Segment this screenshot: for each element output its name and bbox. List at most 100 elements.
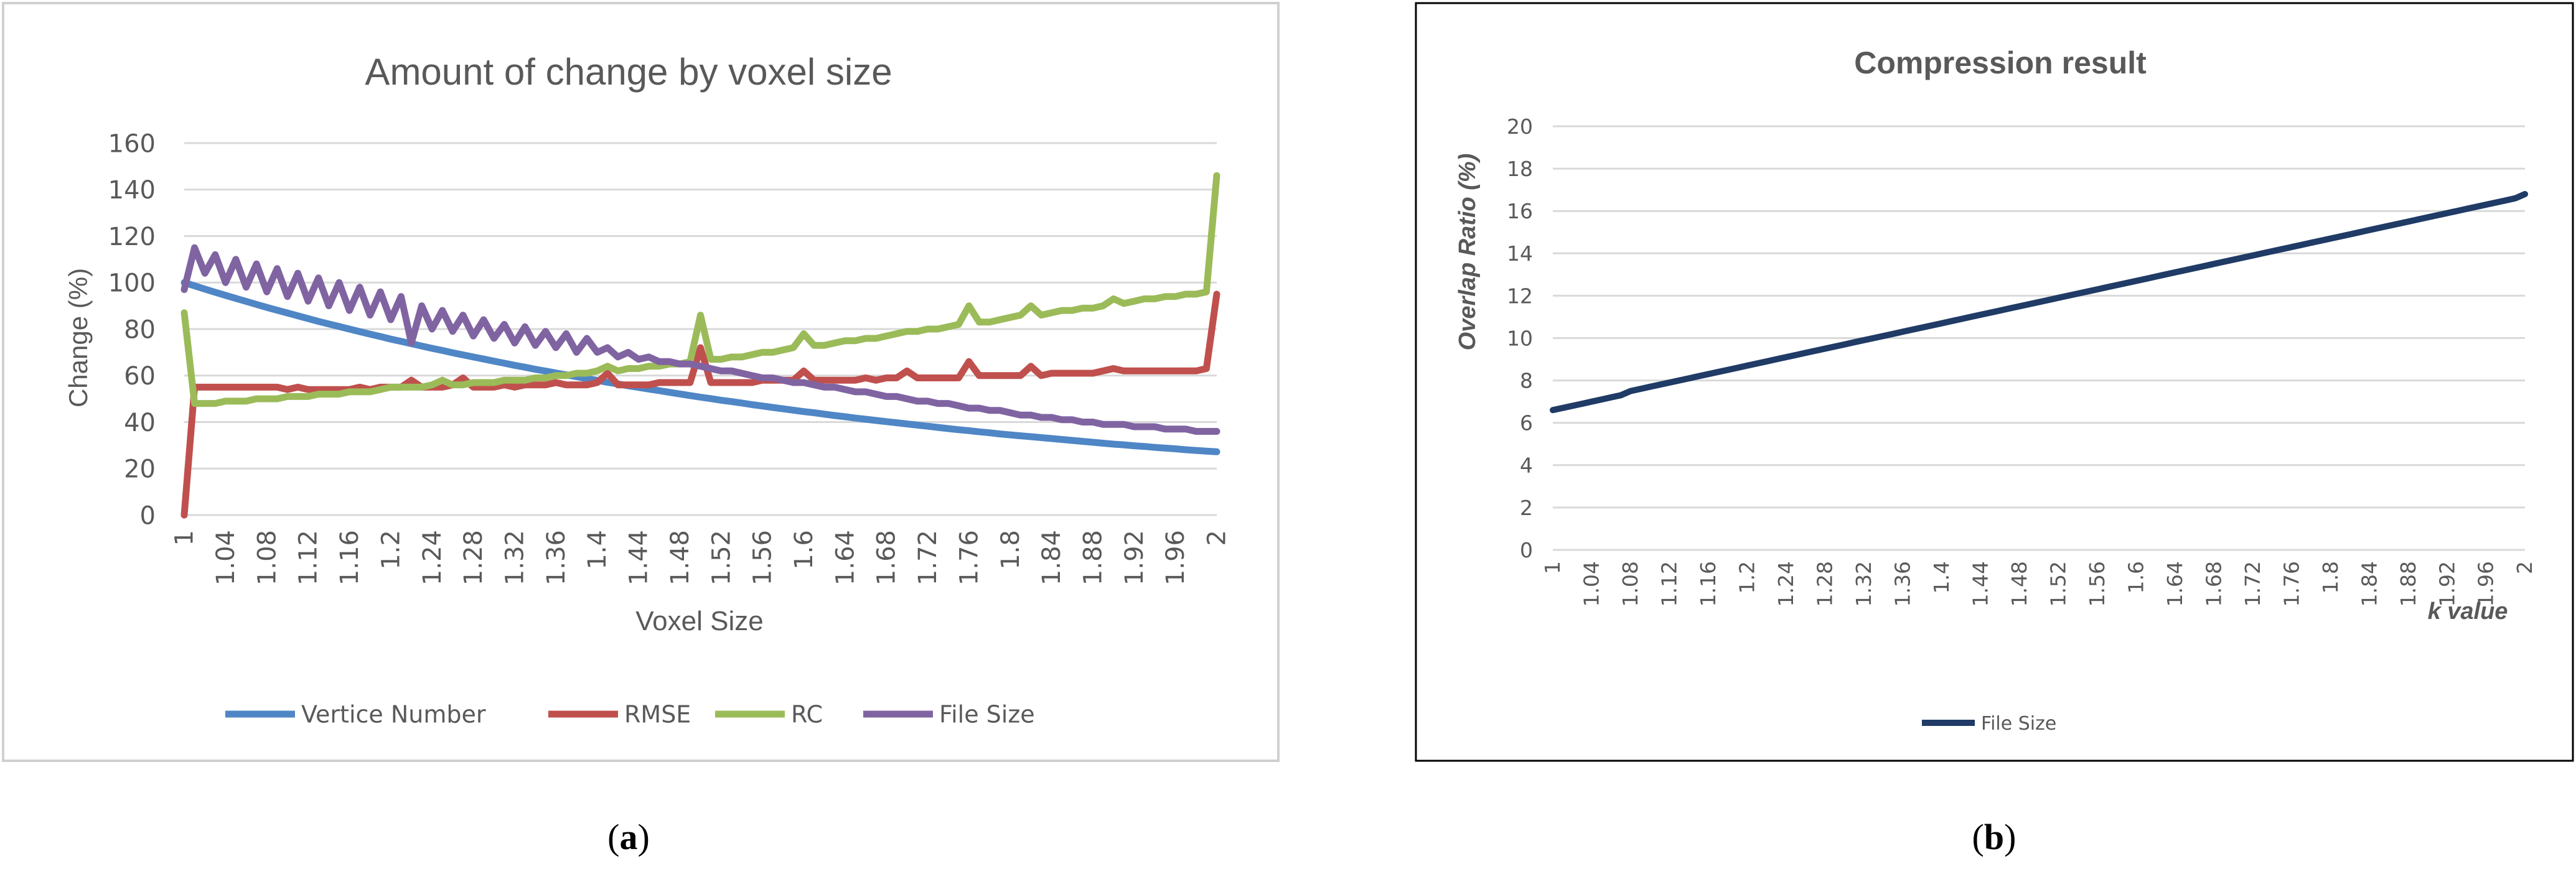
panel-a-y-axis-label: Change (%) (63, 268, 93, 407)
panel-a-x-tick-label: 1.4 (583, 530, 612, 570)
panel-b-x-tick-label: 1 (1540, 561, 1565, 574)
panel-a-caption: (a) (607, 817, 650, 857)
panel-b-x-tick-label: 1.44 (1969, 561, 1993, 606)
panel-b-y-tick-label: 4 (1520, 453, 1533, 478)
panel-a-series-vertice-number (180, 279, 1220, 455)
panel-b-x-tick-label: 1.76 (2279, 561, 2303, 606)
panel-b-y-tick-label: 18 (1507, 157, 1533, 181)
panel-a-x-tick-label: 1.2 (377, 530, 405, 570)
panel-a-legend: Vertice Number RMSE RC File Size (225, 701, 1035, 728)
panel-a-gridlines (184, 142, 1217, 516)
panel-b-x-tick-label: 1.52 (2046, 561, 2070, 606)
panel-a-title: Amount of change by voxel size (365, 51, 892, 93)
panel-b-x-tick-label: 1.88 (2396, 561, 2420, 606)
panel-b-y-tick-label: 10 (1507, 326, 1533, 350)
panel-b-x-tick-label: 1.04 (1580, 561, 1604, 606)
panel-a-x-tick-label: 1.04 (212, 530, 240, 585)
panel-b-x-tick-label: 1.92 (2435, 561, 2459, 606)
panel-a-y-tick-label: 60 (124, 362, 156, 391)
panel-b-y-tick-label: 8 (1520, 368, 1533, 393)
panel-b-x-tick-label: 1.72 (2241, 561, 2265, 606)
panel-b-x-tick-labels: 1 1.04 1.08 1.12 1.16 1.2 1.24 1.28 1.32 1.36 1.4 1… (1540, 561, 2537, 606)
panel-a-x-tick-label: 1.48 (666, 530, 695, 585)
panel-b-x-tick-label: 1.68 (2201, 561, 2226, 606)
svg-text:(a): (a) (607, 817, 650, 857)
panel-a-x-tick-label: 1.72 (914, 530, 942, 585)
panel-b-x-tick-label: 1.36 (1891, 561, 1915, 606)
panel-a-x-tick-label: 1.36 (542, 530, 571, 585)
panel-a-x-tick-label: 1.44 (625, 530, 653, 585)
panel-a-x-tick-labels: 1 1.04 1.08 1.12 1.16 1.2 1.24 1.28 1.32 1.36 1.4 1… (171, 530, 1232, 585)
panel-a-x-tick-label: 1.12 (294, 530, 323, 585)
panel-a-caption-letter: a (620, 817, 638, 857)
panel-b-y-axis-label: Overlap Ratio (%) (1454, 154, 1481, 351)
panel-b-gridlines (1553, 125, 2525, 551)
panel-a-series (180, 172, 1220, 519)
panel-a-x-tick-label: 1 (171, 530, 199, 546)
panel-a-x-tick-label: 2 (1203, 530, 1232, 546)
panel-a-x-tick-label: 1.92 (1120, 530, 1149, 585)
panel-a-x-tick-label: 1.84 (1037, 530, 1066, 585)
panel-b: Compression result 0 2 4 6 8 10 12 14 16 18 20 1 1.… (1415, 2, 2574, 762)
panel-a-y-tick-label: 80 (124, 315, 156, 344)
panel-a-x-tick-label: 1.52 (707, 530, 736, 585)
panel-b-y-tick-label: 2 (1520, 496, 1533, 520)
panel-a-x-tick-label: 1.24 (418, 530, 447, 585)
panel-b-y-tick-label: 20 (1507, 114, 1533, 139)
panel-b-x-tick-label: 1.96 (2474, 561, 2498, 606)
panel-b-y-tick-labels: 0 2 4 6 8 10 12 14 16 18 20 (1507, 114, 1533, 562)
panel-b-x-tick-label: 1.48 (2007, 561, 2031, 606)
panel-a-x-tick-label: 1.64 (831, 530, 859, 585)
panel-b-y-tick-label: 6 (1520, 411, 1533, 435)
panel-a-legend-label: RC (791, 701, 823, 728)
panel-b-x-tick-label: 1.24 (1774, 561, 1798, 606)
panel-a-x-tick-label: 1.16 (335, 530, 364, 585)
panel-b-x-tick-label: 1.32 (1852, 561, 1876, 606)
panel-a-y-tick-label: 120 (108, 223, 156, 251)
panel-b-x-tick-label: 1.6 (2124, 561, 2148, 593)
panel-b-series-file-size (1550, 191, 2528, 414)
panel-b-x-tick-label: 1.4 (1929, 561, 1954, 593)
panel-a-x-axis-label: Voxel Size (635, 606, 763, 636)
panel-b-series (1550, 191, 2528, 414)
panel-b-y-tick-label: 0 (1520, 538, 1533, 562)
panel-a-y-tick-labels: 0 20 40 60 80 100 120 140 160 (108, 129, 156, 530)
panel-b-legend: File Size (1922, 713, 2056, 735)
svg-text:(b): (b) (1972, 817, 2016, 857)
panel-b-x-tick-label: 1.12 (1657, 561, 1682, 606)
panel-a-x-tick-label: 1.6 (790, 530, 818, 570)
panel-a-y-tick-label: 140 (108, 176, 156, 205)
panel-a-legend-label: RMSE (624, 701, 691, 728)
panel-a-x-tick-label: 1.08 (253, 530, 281, 585)
panel-b-x-tick-label: 1.8 (2318, 561, 2343, 593)
panel-b-y-tick-label: 12 (1507, 284, 1533, 308)
panel-a-legend-label: Vertice Number (301, 701, 486, 728)
panel-a-y-tick-label: 40 (124, 409, 156, 437)
panel-a-x-tick-label: 1.56 (749, 530, 777, 585)
panel-a-series-file-size (180, 244, 1220, 435)
panel-b-x-tick-label: 1.28 (1813, 561, 1837, 606)
panel-b-caption: (b) (1972, 817, 2016, 857)
panel-b-frame (1415, 2, 2574, 762)
panel-b-y-tick-label: 16 (1507, 199, 1533, 223)
panel-b-x-tick-label: 1.2 (1735, 561, 1759, 593)
panel-b-x-tick-label: 2 (2513, 561, 2537, 574)
panel-b-y-tick-label: 14 (1507, 241, 1533, 266)
panel-a-x-tick-label: 1.96 (1161, 530, 1190, 585)
panel-a-x-tick-label: 1.68 (873, 530, 901, 585)
panel-a-y-tick-label: 0 (140, 501, 156, 530)
panel-a: Amount of change by voxel size 0 20 40 60 80… (2, 2, 1280, 762)
panel-a-series-rmse (180, 290, 1220, 519)
panel-b-title: Compression result (1854, 45, 2147, 80)
panel-b-x-axis-label: k value (2428, 598, 2508, 625)
panel-a-x-tick-label: 1.88 (1079, 530, 1108, 585)
panel-a-y-tick-label: 20 (124, 455, 156, 484)
panel-b-x-tick-label: 1.84 (2357, 561, 2381, 606)
panel-b-legend-label: File Size (1981, 713, 2056, 735)
panel-b-x-tick-label: 1.56 (2085, 561, 2109, 606)
panel-a-series-rc (180, 172, 1220, 407)
panel-b-x-tick-label: 1.16 (1696, 561, 1720, 606)
panel-a-legend-label: File Size (939, 701, 1035, 728)
panel-a-x-tick-label: 1.76 (955, 530, 983, 585)
